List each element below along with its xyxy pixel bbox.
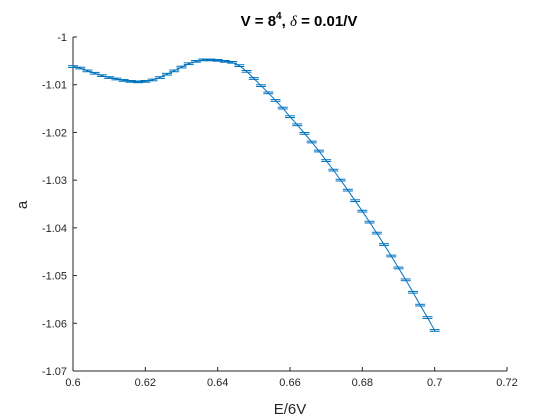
y-tick-label: -1.03 — [42, 175, 67, 187]
title-v-prefix: V = 8 — [241, 13, 276, 30]
data-point — [241, 69, 252, 73]
x-axis-label: E/6V — [274, 401, 307, 418]
x-tick-label: 0.66 — [279, 377, 300, 389]
data-point — [256, 84, 267, 88]
data-point — [429, 329, 440, 332]
x-tick-label: 0.64 — [207, 377, 228, 389]
series — [68, 58, 440, 332]
data-point — [176, 65, 187, 69]
data-point — [371, 231, 382, 235]
data-point — [270, 99, 281, 102]
data-point — [422, 316, 433, 319]
y-axis-label: a — [14, 200, 31, 209]
data-point — [169, 69, 180, 73]
y-tick-label: -1.07 — [42, 366, 67, 378]
title-delta-suffix: = 0.01/V — [297, 13, 357, 30]
data-point — [407, 290, 418, 294]
x-tick-label: 0.72 — [496, 377, 517, 389]
data-point — [212, 59, 223, 62]
data-point — [75, 66, 86, 70]
y-tick-label: -1.05 — [42, 271, 67, 283]
data-point — [147, 78, 158, 82]
title-v-exponent: 4 — [276, 11, 282, 22]
data-point — [219, 59, 230, 63]
data-point — [162, 72, 173, 76]
data-point — [299, 132, 310, 135]
data-point — [393, 266, 404, 270]
data-point — [248, 77, 259, 80]
y-tick-label: -1.06 — [42, 318, 67, 330]
data-point — [386, 254, 397, 258]
data-point — [285, 115, 295, 119]
series-line — [72, 59, 436, 331]
plot-area: 0.6 0.62 0.64 0.66 0.68 0.7 0.72 -1-1.01-1.02-… — [42, 32, 518, 389]
data-point — [277, 106, 288, 110]
data-point — [306, 140, 317, 144]
data-point — [227, 60, 238, 64]
data-point — [118, 79, 129, 82]
title-delta-symbol: δ — [290, 14, 298, 30]
x-ticks: 0.6 0.62 0.64 0.66 0.68 0.7 0.72 — [65, 367, 518, 389]
y-ticks: -1 -1.01 -1.02 -1.03 -1.04 -1.05 -1.06 -1.07 — [42, 32, 77, 378]
x-tick-label: 0.6 — [65, 377, 80, 389]
data-point — [379, 243, 390, 246]
x-tick-label: 0.68 — [352, 377, 373, 389]
x-tick-label: 0.62 — [135, 377, 156, 389]
x-tick-label: 0.7 — [427, 377, 442, 389]
data-point — [263, 91, 274, 95]
title-separator: , — [282, 13, 290, 30]
data-point — [234, 64, 245, 67]
y-tick-label: -1.04 — [42, 223, 67, 235]
data-point — [415, 303, 426, 307]
y-tick-label: -1.01 — [42, 80, 67, 92]
data-point — [321, 159, 332, 162]
data-point — [183, 62, 194, 66]
data-point — [154, 76, 165, 79]
data-point — [342, 188, 353, 192]
data-point — [357, 209, 368, 213]
chart-title: V = 84, δ = 0.01/V — [241, 11, 358, 30]
data-point — [400, 278, 411, 282]
data-point — [350, 199, 361, 203]
y-tick-label: -1.02 — [42, 127, 67, 139]
data-point — [89, 71, 100, 75]
data-point — [328, 168, 339, 172]
data-point — [364, 220, 375, 224]
y-tick-label: -1 — [57, 32, 67, 44]
data-point — [292, 123, 303, 127]
data-point — [82, 69, 93, 73]
data-point — [313, 149, 324, 153]
data-point — [335, 178, 346, 182]
